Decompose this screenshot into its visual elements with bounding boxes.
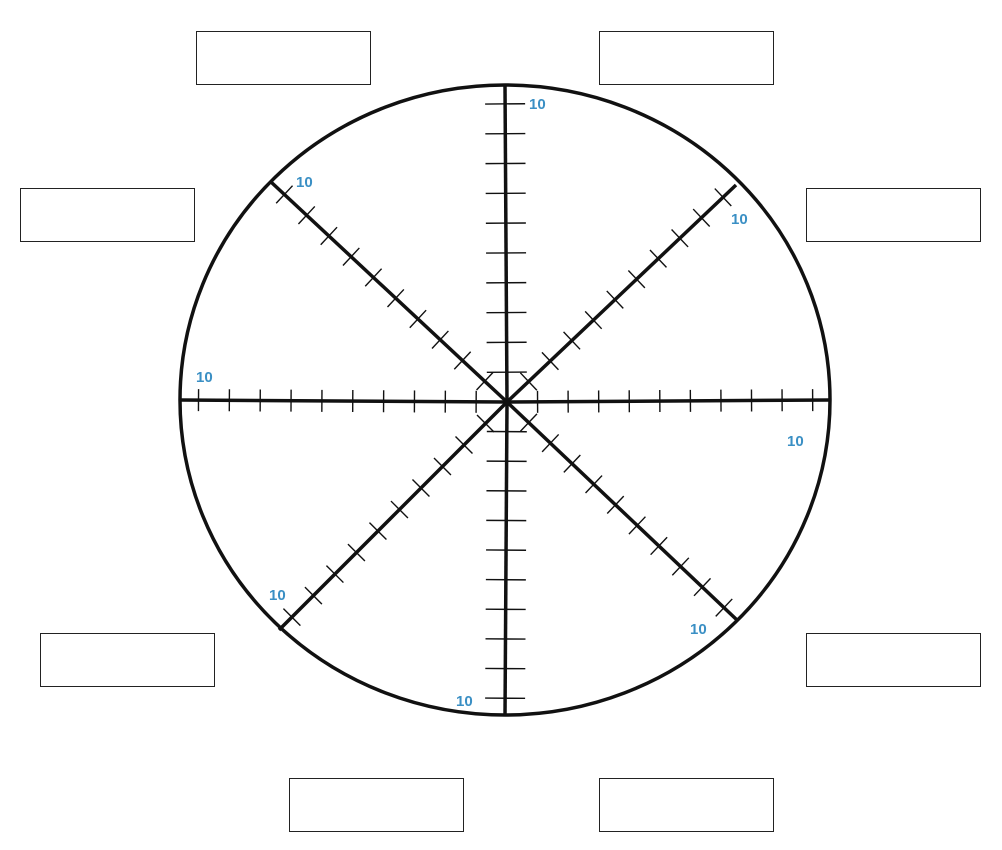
tick-northwest-5 [386,288,405,308]
label-box-upper-left[interactable] [20,188,195,242]
tick-southeast-8 [671,557,690,576]
spoke-south [503,401,509,717]
scale-max-label-west: 10 [196,369,213,386]
tick-southwest-5 [390,500,409,519]
scale-max-label-northwest: 10 [296,174,313,191]
label-box-top-right[interactable] [599,31,774,85]
tick-northeast-6 [627,269,646,289]
spoke-north [503,85,509,403]
scale-max-label-east: 10 [787,433,804,450]
tick-northeast-7 [649,249,667,268]
spoke-southwest [277,400,509,632]
tick-northeast-1 [519,372,538,391]
tick-northeast-5 [606,290,624,309]
tick-northwest-8 [320,226,338,246]
scale-max-label-southwest: 10 [269,587,286,604]
tick-southwest-10 [282,608,301,627]
scale-max-label-northeast: 10 [731,211,748,228]
label-box-top-left[interactable] [196,31,371,85]
spoke-west [179,398,508,404]
tick-northeast-4 [584,310,603,330]
scale-max-label-south: 10 [456,693,473,710]
tick-southwest-6 [368,522,387,541]
label-box-lower-right[interactable] [806,633,981,687]
tick-southwest-7 [347,543,366,562]
tick-southeast-2 [541,433,560,453]
scale-max-label-southeast: 10 [690,621,707,638]
tick-southwest-1 [476,414,495,433]
tick-northeast-2 [541,351,559,371]
tick-southeast-5 [606,495,625,515]
tick-southwest-4 [411,479,430,498]
tick-northeast-3 [563,331,581,350]
tick-northwest-10 [275,185,294,204]
tick-northwest-2 [453,351,472,370]
tick-southwest-9 [304,586,323,605]
spoke-southeast [505,400,739,622]
label-box-bottom-left[interactable] [289,778,464,832]
tick-southeast-3 [563,454,581,473]
tick-northwest-6 [364,268,383,287]
tick-northeast-8 [671,229,689,248]
spoke-east [506,398,832,404]
tick-northwest-3 [431,330,449,349]
tick-southeast-7 [650,536,668,556]
tick-southwest-8 [325,565,344,584]
tick-southeast-6 [628,516,646,535]
tick-southeast-9 [693,577,712,597]
label-box-lower-left[interactable] [40,633,215,687]
scale-max-label-north: 10 [529,96,546,113]
tick-southeast-10 [715,598,733,617]
tick-northwest-1 [476,371,494,391]
tick-southeast-1 [519,413,538,432]
tick-southwest-3 [433,457,452,476]
tick-northwest-9 [297,205,316,225]
tick-southwest-2 [455,436,473,454]
spoke-northeast [505,183,738,404]
spoke-northwest [269,180,509,404]
label-box-upper-right[interactable] [806,188,981,242]
wheel-center [504,399,510,405]
tick-northeast-9 [692,208,711,227]
tick-northeast-10 [714,188,732,207]
tick-southeast-4 [585,475,603,494]
tick-northwest-7 [342,247,360,266]
tick-northwest-4 [409,309,427,329]
label-box-bottom-right[interactable] [599,778,774,832]
